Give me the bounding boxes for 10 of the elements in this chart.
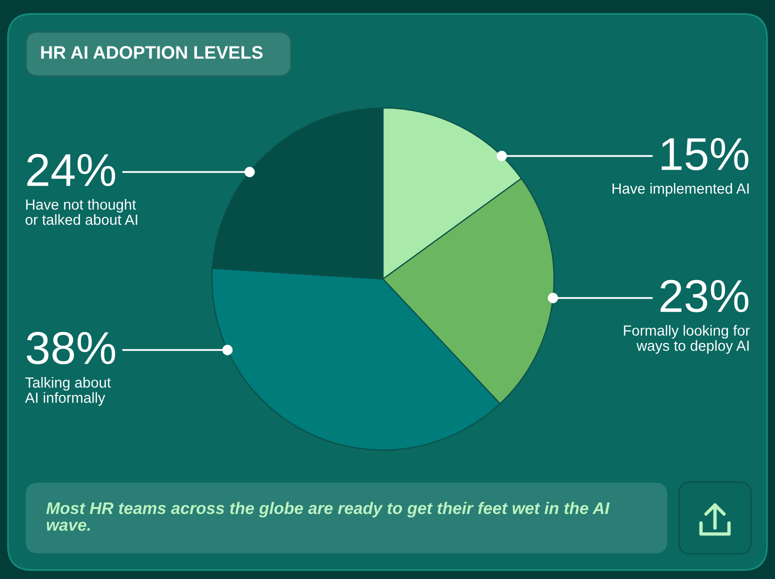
- data-label: 24%: [27, 154, 116, 186]
- slice-label: Talking about AI informally: [25, 377, 111, 406]
- text: Most HR teams across the globe are ready to get their feet wet in the AI wave.: [46, 502, 610, 531]
- slice-label: Have not thought or talked about AI: [26, 199, 138, 225]
- data-label: 38%: [26, 332, 116, 364]
- data-label: 15%: [662, 138, 748, 170]
- data-label: 23%: [660, 280, 748, 312]
- chart-title: HR AI ADOPTION LEVELS: [41, 46, 263, 59]
- slice-label: Formally looking for ways to deploy AI: [624, 325, 750, 354]
- slice-label: Have implemented AI: [612, 183, 749, 197]
